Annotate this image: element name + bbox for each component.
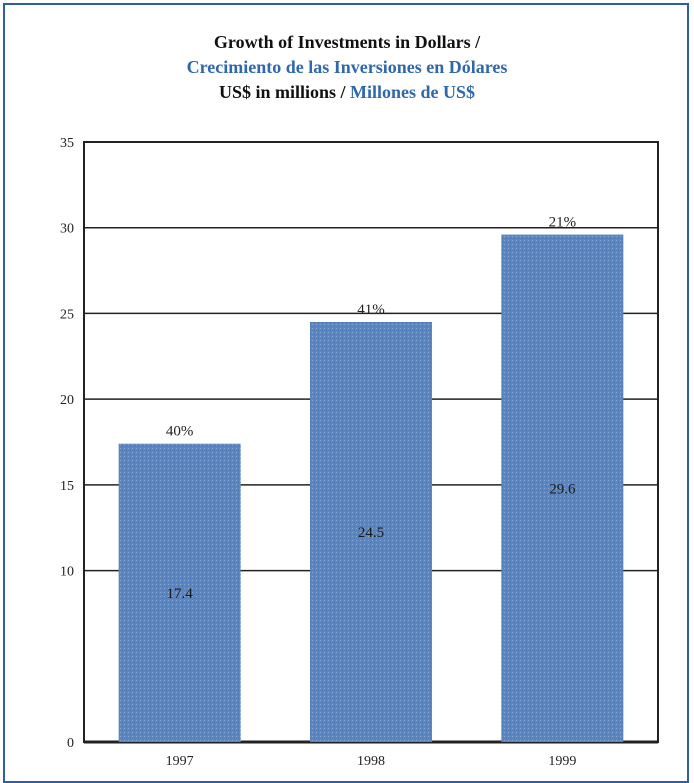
bar-value-label: 24.5 [358, 525, 384, 541]
y-tick-label: 25 [60, 307, 74, 322]
growth-label: 21% [549, 215, 577, 231]
y-tick-label: 35 [60, 136, 74, 151]
growth-label: 41% [357, 302, 385, 318]
y-tick-label: 15 [60, 479, 74, 494]
x-tick-label: 1998 [357, 754, 385, 769]
chart-title: Growth of Investments in Dollars / [213, 32, 481, 52]
growth-label: 40% [166, 424, 194, 440]
x-tick-label: 1997 [166, 754, 194, 769]
y-tick-label: 10 [60, 565, 74, 580]
bar-1999 [501, 234, 624, 743]
chart-subtitle: Crecimiento de las Inversiones en Dólare… [186, 57, 508, 77]
bar-1998 [310, 322, 432, 742]
y-tick-label: 0 [67, 736, 74, 751]
chart-titles: Growth of Investments in Dollars / Creci… [0, 30, 694, 105]
bar-value-label: 17.4 [167, 586, 194, 602]
x-tick-label: 1999 [548, 754, 576, 769]
bar-value-label: 29.6 [549, 481, 576, 497]
bar-1997 [118, 443, 241, 742]
y-tick-label: 20 [60, 393, 74, 408]
units-label: US$ in millions / [218, 82, 346, 102]
units-label-es: Millones de US$ [350, 82, 476, 102]
units-line: US$ in millions / Millones de US$ [0, 80, 694, 105]
y-tick-label: 30 [60, 222, 74, 237]
